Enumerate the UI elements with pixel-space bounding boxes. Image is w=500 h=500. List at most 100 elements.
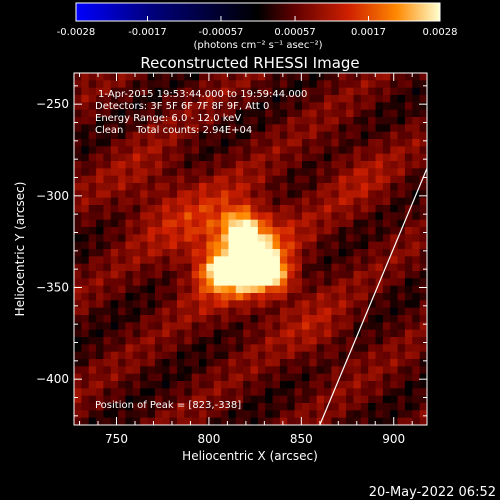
heatmap-cell	[397, 373, 406, 382]
heatmap-cell	[154, 234, 163, 243]
heatmap-cell	[96, 241, 105, 250]
heatmap-cell	[257, 190, 266, 199]
heatmap-cell	[154, 153, 163, 162]
heatmap-cell	[368, 410, 377, 419]
heatmap-cell	[294, 146, 303, 155]
heatmap-cell	[81, 95, 90, 103]
heatmap-cell	[279, 403, 288, 411]
heatmap-cell	[169, 271, 178, 279]
heatmap-cell	[103, 227, 112, 235]
heatmap-cell	[265, 293, 274, 301]
heatmap-cell	[324, 285, 332, 294]
heatmap-cell	[375, 124, 384, 133]
heatmap-cell	[147, 359, 156, 367]
heatmap-cell	[390, 109, 399, 118]
heatmap-cell	[309, 197, 318, 206]
heatmap-cell	[110, 190, 119, 199]
heatmap-cell	[338, 322, 347, 331]
heatmap-cell	[265, 227, 274, 235]
heatmap-cell	[279, 109, 288, 118]
heatmap-cell	[154, 95, 163, 103]
heatmap-cell	[228, 366, 237, 375]
heatmap-cell	[206, 95, 215, 103]
heatmap-cell	[199, 197, 207, 206]
heatmap-cell	[221, 109, 230, 118]
heatmap-cell	[132, 293, 141, 301]
heatmap-cell	[294, 73, 303, 81]
heatmap-cell	[118, 190, 127, 199]
heatmap-cell	[125, 337, 134, 345]
annotation-energy: Energy Range: 6.0 - 12.0 keV	[95, 113, 241, 124]
heatmap-cell	[213, 73, 222, 81]
heatmap-cell	[331, 359, 340, 367]
heatmap-cell	[272, 344, 281, 353]
heatmap-cell	[235, 271, 244, 279]
heatmap-cell	[257, 373, 266, 382]
heatmap-cell	[360, 241, 369, 250]
heatmap-cell	[265, 271, 274, 279]
heatmap-cell	[81, 329, 90, 338]
heatmap-cell	[199, 410, 207, 419]
heatmap-cell	[331, 146, 340, 155]
heatmap-cell	[338, 131, 347, 140]
heatmap-cell	[419, 73, 427, 81]
heatmap-cell	[176, 395, 185, 404]
x-tick-label: 900	[382, 432, 405, 446]
heatmap-cell	[110, 234, 119, 243]
heatmap-cell	[125, 117, 134, 125]
heatmap-cell	[118, 168, 127, 177]
heatmap-cell	[235, 278, 244, 287]
heatmap-cell	[294, 300, 303, 309]
heatmap-cell	[265, 102, 274, 111]
heatmap-cell	[162, 139, 171, 147]
heatmap-cell	[103, 293, 112, 301]
heatmap-cell	[301, 205, 310, 213]
heatmap-cell	[169, 300, 178, 309]
heatmap-cell	[390, 227, 399, 235]
heatmap-cell	[368, 249, 377, 257]
heatmap-cell	[74, 249, 82, 257]
heatmap-cell	[390, 234, 399, 243]
heatmap-cell	[88, 249, 97, 257]
heatmap-cell	[199, 241, 207, 250]
heatmap-cell	[88, 381, 97, 389]
heatmap-cell	[184, 205, 193, 213]
heatmap-cell	[88, 80, 97, 89]
heatmap-cell	[235, 124, 244, 133]
heatmap-cell	[316, 80, 325, 89]
heatmap-cell	[74, 168, 82, 177]
heatmap-cell	[191, 117, 200, 125]
heatmap-cell	[338, 373, 347, 382]
heatmap-cell	[118, 131, 127, 140]
heatmap-cell	[184, 373, 193, 382]
heatmap-cell	[397, 227, 406, 235]
heatmap-cell	[309, 403, 318, 411]
heatmap-cell	[316, 241, 325, 250]
heatmap-cell	[74, 95, 82, 103]
heatmap-cell	[309, 271, 318, 279]
heatmap-cell	[324, 344, 332, 353]
heatmap-cell	[331, 263, 340, 272]
heatmap-cell	[250, 307, 259, 316]
heatmap-cell	[250, 205, 259, 213]
heatmap-cell	[176, 109, 185, 118]
heatmap-cell	[243, 190, 252, 199]
heatmap-cell	[272, 351, 281, 360]
heatmap-cell	[301, 403, 310, 411]
heatmap-cell	[346, 315, 355, 323]
heatmap-cell	[346, 212, 355, 221]
heatmap-cell	[162, 278, 171, 287]
heatmap-cell	[404, 102, 413, 111]
heatmap-cell	[338, 161, 347, 169]
heatmap-cell	[331, 109, 340, 118]
heatmap-cell	[103, 329, 112, 338]
heatmap-cell	[287, 124, 296, 133]
heatmap-cell	[353, 395, 362, 404]
heatmap-cell	[132, 234, 141, 243]
heatmap-cell	[221, 256, 230, 265]
heatmap-cell	[324, 175, 332, 184]
heatmap-cell	[382, 278, 391, 287]
heatmap-cell	[309, 351, 318, 360]
heatmap-cell	[235, 153, 244, 162]
heatmap-cell	[309, 80, 318, 89]
